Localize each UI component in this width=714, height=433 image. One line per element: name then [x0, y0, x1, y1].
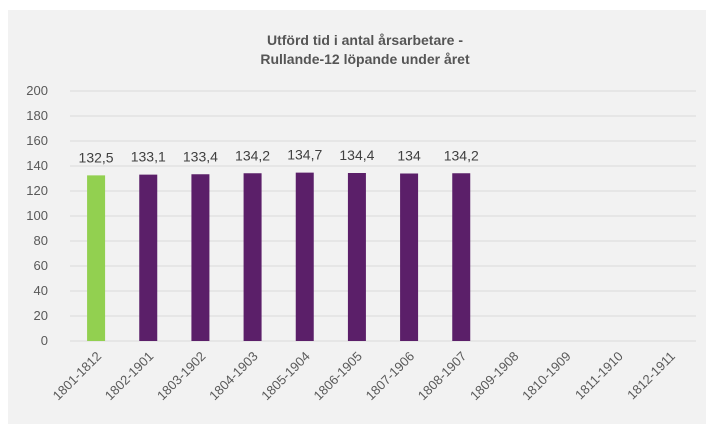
x-tick-label: 1810-1909 — [519, 349, 574, 404]
bar — [243, 173, 262, 341]
x-tick-label: 1801-1812 — [50, 349, 105, 404]
x-tick-label: 1807-1906 — [363, 349, 418, 404]
x-tick-label: 1804-1903 — [206, 349, 261, 404]
y-tick-label: 80 — [34, 233, 48, 248]
y-axis: 0 20 40 60 80 100 120 140 160 180 200 — [26, 83, 48, 348]
bar-chart: Utförd tid i antal årsarbetare - Rulland… — [26, 32, 696, 404]
chart-panel: Utförd tid i antal årsarbetare - Rulland… — [8, 10, 706, 424]
y-tick-label: 100 — [26, 208, 48, 223]
y-tick-label: 120 — [26, 183, 48, 198]
bars — [87, 172, 471, 341]
bar — [87, 175, 106, 341]
x-axis: 1801-18121802-19011803-19021804-19031805… — [50, 349, 678, 404]
y-tick-label: 180 — [26, 108, 48, 123]
data-label: 134 — [397, 148, 421, 164]
chart-title: Utförd tid i antal årsarbetare - Rulland… — [260, 32, 470, 67]
chart-title-line-2: Rullande-12 löpande under året — [260, 51, 470, 67]
x-tick-label: 1812-1911 — [624, 349, 678, 403]
x-tick-label: 1802-1901 — [102, 349, 157, 404]
y-tick-label: 60 — [34, 258, 48, 273]
data-label: 133,1 — [131, 149, 166, 165]
y-tick-label: 0 — [41, 333, 48, 348]
bar — [191, 174, 210, 341]
x-tick-label: 1809-1908 — [467, 349, 522, 404]
x-tick-label: 1806-1905 — [310, 349, 365, 404]
y-tick-label: 140 — [26, 158, 48, 173]
x-tick-label: 1803-1902 — [154, 349, 209, 404]
y-tick-label: 20 — [34, 308, 48, 323]
bar — [400, 173, 419, 341]
gridlines — [70, 90, 696, 342]
y-tick-label: 160 — [26, 133, 48, 148]
y-tick-label: 200 — [26, 83, 48, 98]
data-label: 134,4 — [339, 147, 374, 163]
bar — [347, 173, 366, 341]
y-tick-label: 40 — [34, 283, 48, 298]
data-label: 133,4 — [183, 148, 218, 164]
bar — [452, 173, 471, 341]
x-tick-label: 1811-1910 — [572, 349, 626, 403]
data-label: 132,5 — [79, 149, 114, 165]
data-label: 134,2 — [235, 147, 270, 163]
data-labels: 132,5 133,1 133,4 134,2 134,7 134,4 134 134,2 — [79, 147, 479, 166]
bar — [295, 172, 314, 341]
x-tick-label: 1808-1907 — [415, 349, 470, 404]
data-label: 134,2 — [444, 147, 479, 163]
bar — [139, 174, 158, 341]
data-label: 134,7 — [287, 147, 322, 163]
x-tick-label: 1805-1904 — [258, 349, 313, 404]
chart-title-line-1: Utförd tid i antal årsarbetare - — [267, 32, 463, 48]
